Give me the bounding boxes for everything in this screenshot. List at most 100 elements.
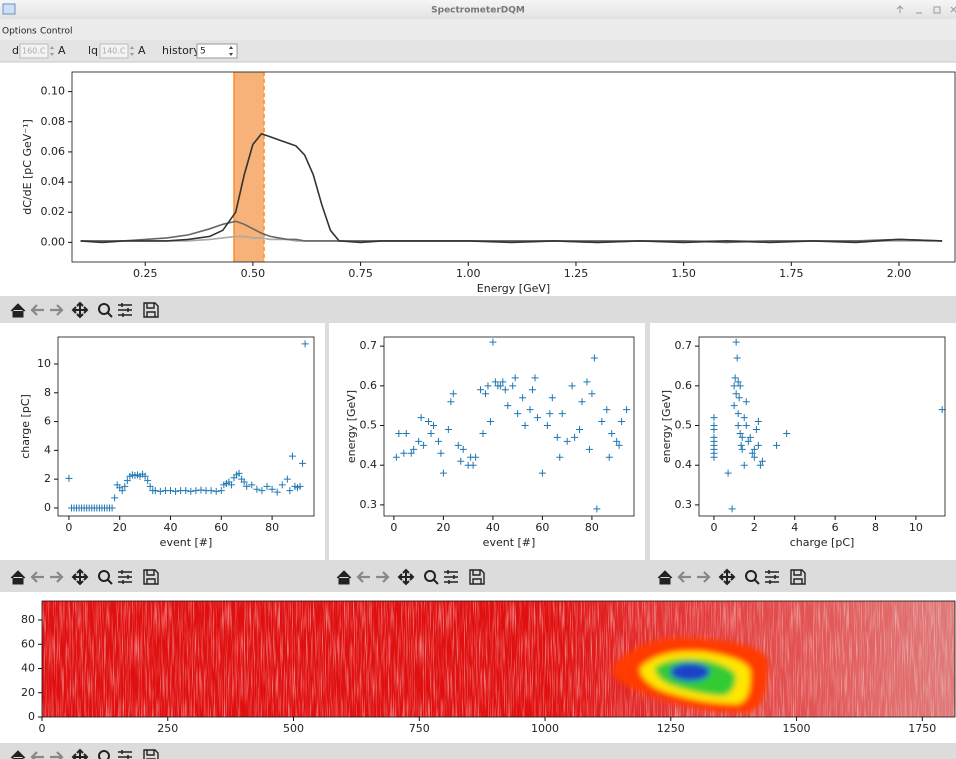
toolbar-strip (0, 560, 956, 592)
y-tick-label: 0.06 (41, 145, 66, 158)
scatter-point (459, 445, 467, 453)
window-close[interactable] (950, 6, 956, 13)
scatter-point (207, 487, 215, 495)
scatter-point (531, 374, 539, 382)
spin-arrows[interactable] (229, 46, 233, 56)
scatter-point (773, 441, 781, 449)
y-tick-label: 6 (44, 415, 51, 428)
home-button[interactable] (10, 303, 26, 318)
x-tick-label: 20 (113, 521, 127, 534)
spin-arrows[interactable] (130, 46, 134, 56)
scatter-point (496, 382, 504, 390)
y-tick-label: 0.7 (675, 339, 693, 352)
scatter-point (548, 394, 556, 402)
y-tick-label: 0.04 (41, 175, 66, 188)
scatter-point (501, 386, 509, 394)
scatter-point (598, 418, 606, 426)
configure-button[interactable] (444, 570, 458, 584)
back-button[interactable] (677, 571, 691, 583)
x-tick-label: 0.50 (241, 267, 266, 280)
scatter-point (437, 449, 445, 457)
save-button[interactable] (469, 569, 485, 585)
forward-button[interactable] (697, 571, 711, 583)
home-button[interactable] (10, 570, 26, 585)
scatter-point (938, 406, 946, 414)
spinbox-value: 5 (200, 47, 206, 57)
x-axis-label: charge [pC] (790, 536, 855, 549)
back-button[interactable] (30, 751, 44, 759)
y-tick-label: 60 (21, 637, 35, 650)
scatter-point (738, 445, 746, 453)
pan-button[interactable] (718, 568, 736, 586)
x-axis-label: event [#] (483, 536, 536, 549)
forward-button[interactable] (376, 571, 390, 583)
forward-button[interactable] (50, 304, 64, 316)
zoom-button[interactable] (98, 750, 112, 759)
pan-button[interactable] (71, 301, 89, 319)
spectrum-line (80, 220, 943, 244)
pan-button[interactable] (397, 568, 415, 586)
zoom-button[interactable] (98, 570, 113, 585)
save-button[interactable] (790, 569, 806, 585)
spin-arrows[interactable] (50, 46, 54, 56)
scatter-point (509, 382, 517, 390)
window-maximize[interactable] (933, 6, 941, 14)
zoom-button[interactable] (98, 303, 113, 318)
spinbox[interactable] (196, 43, 238, 59)
scatter-point (187, 487, 195, 495)
scatter-point (504, 402, 512, 410)
home-button[interactable] (336, 570, 352, 585)
home-button[interactable] (10, 750, 26, 759)
forward-button[interactable] (50, 751, 64, 759)
save-button[interactable] (143, 569, 159, 585)
scatter-point (268, 485, 276, 493)
toolbar-strip (0, 743, 956, 759)
x-tick-label: 0.75 (348, 267, 373, 280)
scatter-point (407, 449, 415, 457)
pan-button[interactable] (71, 568, 89, 586)
window-buttons[interactable] (896, 5, 956, 14)
y-tick-label: 0.10 (41, 85, 66, 98)
y-tick-label: 0.7 (360, 339, 378, 352)
forward-button[interactable] (50, 571, 64, 583)
back-button[interactable] (30, 304, 44, 316)
scatter-point (754, 418, 762, 426)
configure-button[interactable] (118, 570, 132, 584)
x-tick-label: 80 (265, 521, 279, 534)
configure-button[interactable] (765, 570, 779, 584)
menu-item[interactable]: Control (40, 27, 73, 37)
y-axis-label: energy [GeV] (345, 390, 358, 463)
scatter-point (511, 374, 519, 382)
spinbox[interactable] (99, 43, 129, 59)
scatter-point (278, 481, 286, 489)
scatter-point (710, 437, 718, 445)
scatter-point (730, 382, 738, 390)
zoom-button[interactable] (745, 570, 760, 585)
scatter-point (526, 406, 534, 414)
scatter-point (578, 398, 586, 406)
scatter-point (731, 374, 739, 382)
configure-button[interactable] (118, 303, 132, 317)
scatter-point (748, 449, 756, 457)
configure-button[interactable] (118, 750, 132, 759)
menu-item[interactable]: Options (2, 27, 37, 37)
pan-button[interactable] (71, 748, 89, 759)
x-tick-label: 0 (65, 521, 72, 534)
zoom-button[interactable] (424, 570, 439, 585)
scatter-point (299, 459, 307, 467)
scatter-point (546, 410, 554, 418)
back-button[interactable] (30, 571, 44, 583)
scatter-point (288, 452, 296, 460)
x-tick-label: 0 (390, 521, 397, 534)
y-tick-label: 2 (44, 472, 51, 485)
back-button[interactable] (356, 571, 370, 583)
spinbox[interactable] (19, 43, 49, 59)
home-button[interactable] (657, 570, 673, 585)
window-pin[interactable] (896, 5, 904, 13)
scatter-point (742, 398, 750, 406)
scatter-point (746, 433, 754, 441)
scatter-point (593, 505, 601, 513)
save-button[interactable] (143, 302, 159, 318)
